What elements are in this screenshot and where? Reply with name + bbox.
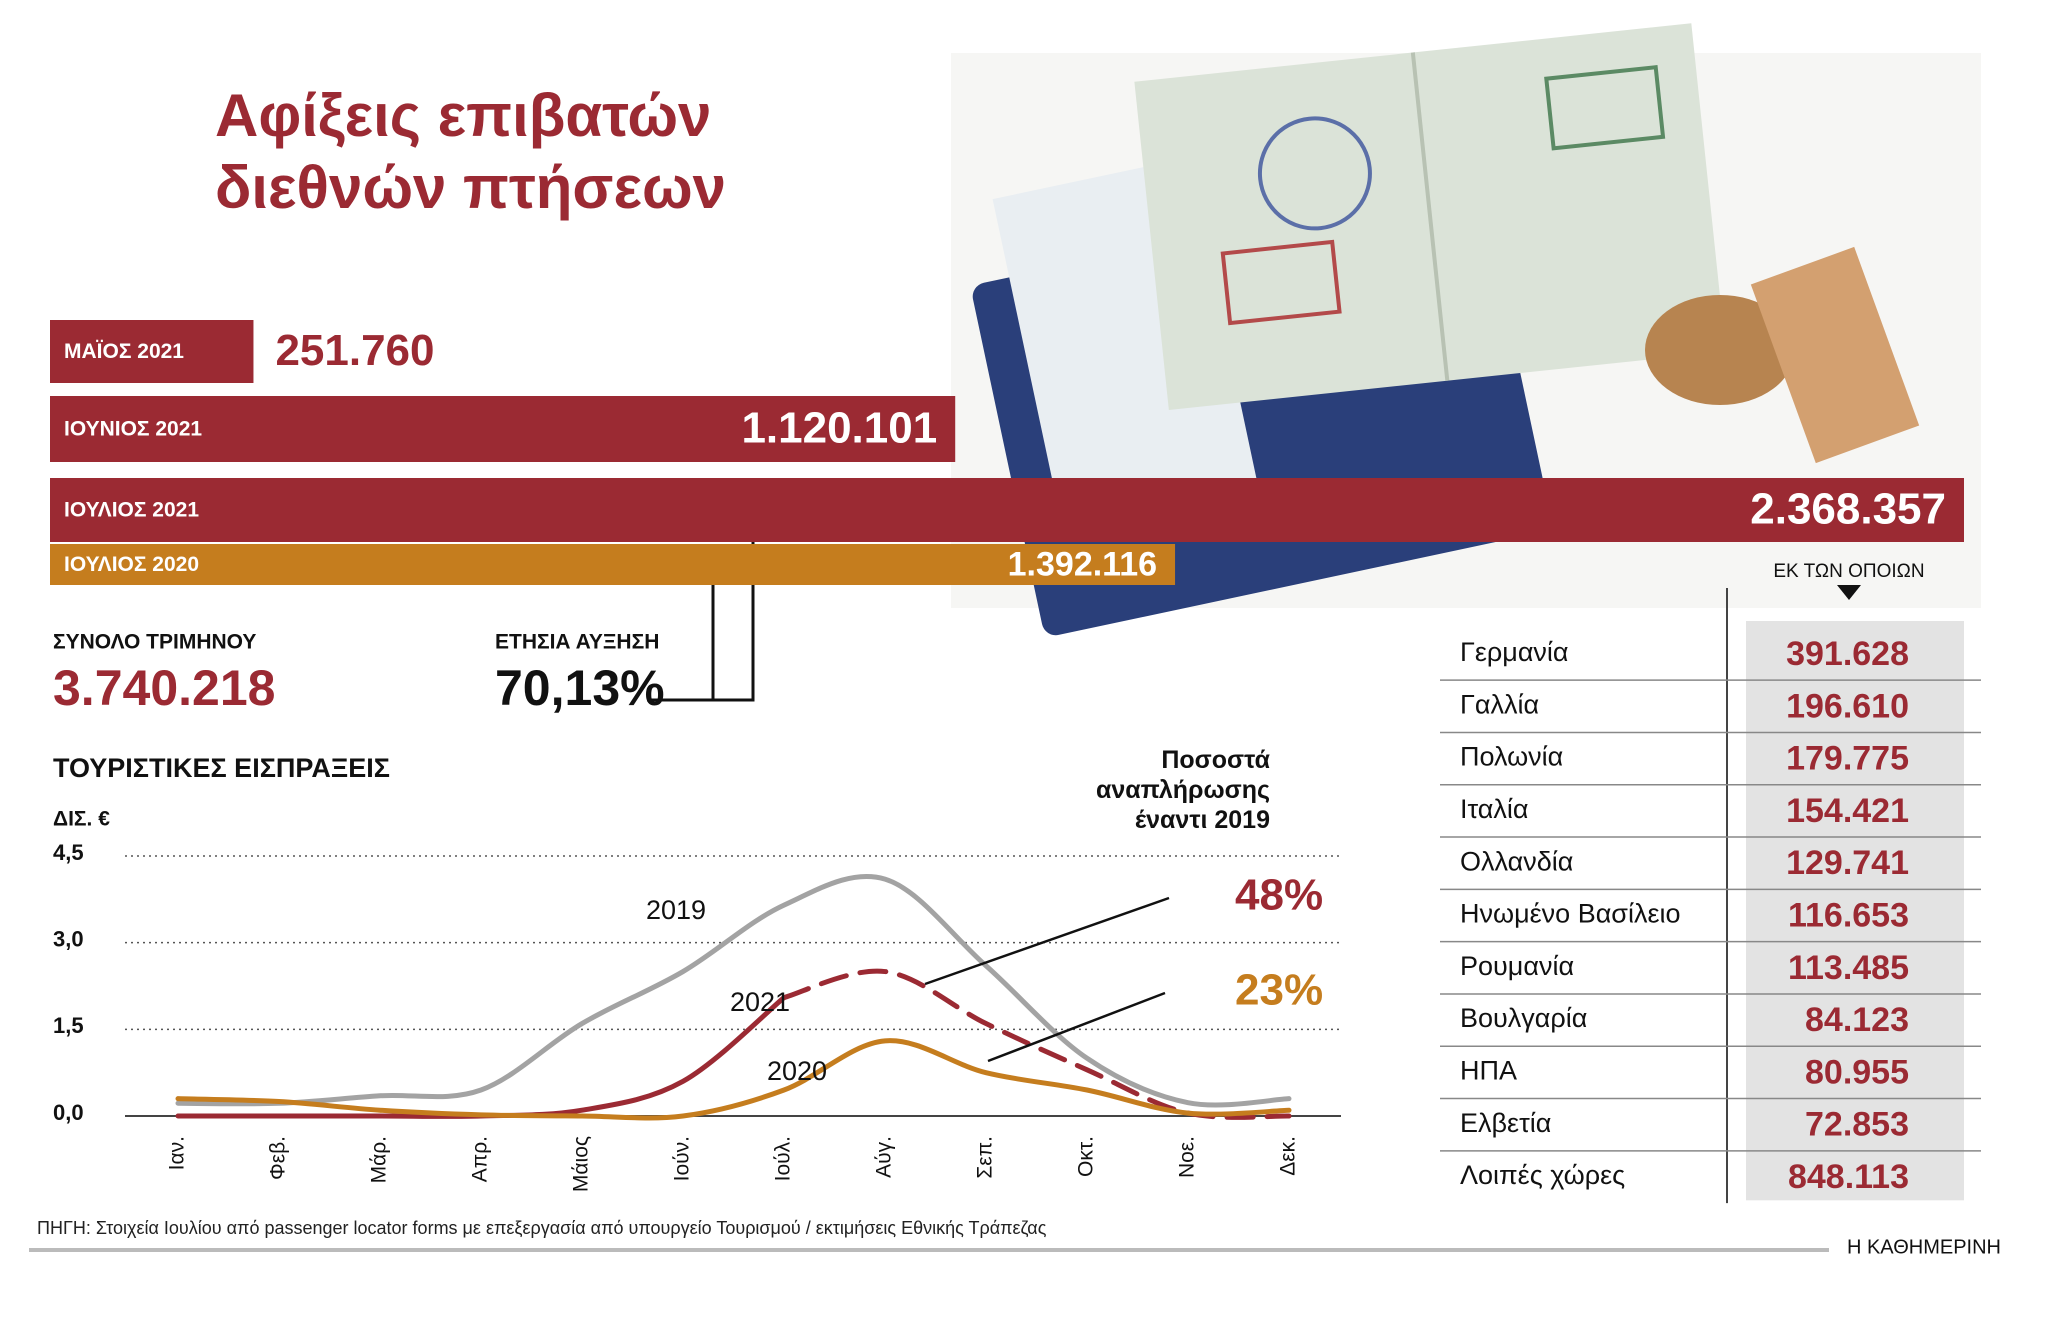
country-name: Γερμανία: [1460, 637, 1569, 667]
y-tick-label: 1,5: [53, 1013, 84, 1038]
title-box: Αφίξεις επιβατών διεθνών πτήσεων: [215, 82, 726, 221]
value-label: 1.120.101: [741, 404, 937, 453]
line-chart: ΤΟΥΡΙΣΤΙΚΕΣ ΕΙΣΠΡΑΞΕΙΣ ΔΙΣ. € 0,0 1,5 3,0 4,5…: [53, 753, 1341, 1192]
recovery-label: 23%: [1235, 966, 1323, 1015]
stamp-ink: [1544, 65, 1666, 151]
brand: Η ΚΑΘΗΜΕΡΙΝΗ: [1847, 1236, 2001, 1258]
x-tick-label: Ιούν.: [671, 1136, 694, 1181]
country-value: 129.741: [1786, 844, 1909, 882]
stamp-ink: [1220, 239, 1342, 326]
country-value: 84.123: [1805, 1001, 1909, 1039]
country-name: Γαλλία: [1460, 689, 1539, 719]
country-value: 196.610: [1786, 687, 1909, 725]
highlight-label: ΕΤΗΣΙΑ ΑΥΞΗΣΗ: [495, 631, 659, 654]
country-value: 391.628: [1786, 635, 1909, 673]
country-value: 848.113: [1788, 1158, 1909, 1196]
highlights: ΣΥΝΟΛΟ ΤΡΙΜΗΝΟΥ 3.740.218 ΕΤΗΣΙΑ ΑΥΞΗΣΗ 70,…: [53, 631, 665, 717]
country-value: 154.421: [1786, 792, 1909, 830]
country-name: Ρουμανία: [1460, 951, 1574, 981]
x-tick-label: Ιούλ.: [772, 1136, 795, 1181]
value-label: 1.392.116: [1008, 545, 1157, 583]
bar-label: ΙΟΥΛΙΟΣ 2020: [64, 553, 199, 576]
fold: [1410, 52, 1450, 381]
country-table: ΕΚ ΤΩΝ ΟΠΟΙΩΝ Γερμανία 391.628 Γαλλία 196.61…: [1440, 561, 1981, 1204]
x-tick-label: Μάρ.: [368, 1136, 391, 1183]
recovery-title: Ποσοστά αναπλήρωσης έναντι 2019: [1096, 746, 1270, 834]
series-label: 2020: [767, 1056, 827, 1086]
bar: [50, 396, 956, 462]
series-label: 2021: [730, 987, 790, 1017]
table-header: ΕΚ ΤΩΝ ΟΠΟΙΩΝ: [1773, 561, 1924, 582]
recovery-label: 48%: [1235, 871, 1323, 920]
value-label: 251.760: [275, 326, 434, 375]
pointer-line: [924, 896, 1170, 986]
bar: [50, 320, 254, 383]
passport-open: [1134, 23, 1726, 410]
stamp-ink: [1257, 116, 1372, 231]
title: Αφίξεις επιβατών διεθνών πτήσεων: [215, 82, 726, 221]
country-value: 113.485: [1788, 949, 1909, 987]
x-tick-label: Απρ.: [469, 1136, 492, 1182]
x-tick-label: Οκτ.: [1075, 1136, 1098, 1177]
series-label: 2019: [646, 895, 706, 925]
x-tick-label: Αύγ.: [873, 1136, 896, 1178]
country-value: 72.853: [1805, 1106, 1909, 1144]
country-name: Ηνωμένο Βασίλειο: [1460, 899, 1681, 929]
bar: [50, 544, 1176, 585]
source: ΠΗΓΗ: Στοιχεία Ιουλίου από passenger loc…: [37, 1218, 1047, 1238]
pointer-line: [987, 991, 1166, 1063]
country-name: Βουλγαρία: [1460, 1003, 1587, 1033]
stamp-block: [1750, 246, 1920, 464]
y-axis-label: ΔΙΣ. €: [53, 808, 110, 831]
value-column-bg: [1746, 621, 1964, 1201]
bar-label: ΜΑΪΟΣ 2021: [64, 340, 184, 363]
y-tick-label: 0,0: [53, 1100, 84, 1125]
bar: [50, 478, 1964, 542]
chart-title: ΤΟΥΡΙΣΤΙΚΕΣ ΕΙΣΠΡΑΞΕΙΣ: [53, 753, 390, 783]
country-name: Ολλανδία: [1460, 846, 1573, 876]
highlight-value: 70,13%: [495, 660, 665, 716]
stamp-handle: [1645, 295, 1795, 405]
recovery-title-box: Ποσοστά αναπλήρωσης έναντι 2019: [1096, 746, 1270, 834]
country-value: 80.955: [1805, 1053, 1909, 1091]
bar-label: ΙΟΥΝΙΟΣ 2021: [64, 418, 202, 441]
x-tick-label: Νοε.: [1176, 1136, 1199, 1178]
x-tick-label: Φεβ.: [267, 1136, 290, 1180]
series-line: [175, 873, 1292, 1108]
country-value: 179.775: [1786, 740, 1909, 778]
series-line: [175, 1038, 1292, 1121]
country-value: 116.653: [1788, 896, 1909, 934]
country-name: Πολωνία: [1460, 742, 1563, 772]
header-arrow: [1837, 585, 1861, 600]
highlight-value: 3.740.218: [53, 660, 275, 716]
value-label: 2.368.357: [1750, 485, 1946, 534]
country-name: Ιταλία: [1460, 794, 1529, 824]
x-tick-label: Μάιος: [570, 1136, 593, 1192]
country-name: ΗΠΑ: [1460, 1056, 1517, 1086]
bar-chart: ΜΑΪΟΣ 2021 251.760 ΙΟΥΝΙΟΣ 2021 1.120.101 ΙΟ…: [50, 320, 1964, 585]
country-name: Ελβετία: [1460, 1108, 1551, 1138]
x-tick-label: Δεκ.: [1277, 1136, 1300, 1176]
y-tick-label: 3,0: [53, 926, 84, 951]
y-tick-label: 4,5: [53, 840, 84, 865]
highlight-label: ΣΥΝΟΛΟ ΤΡΙΜΗΝΟΥ: [53, 631, 256, 654]
x-tick-label: Ιαν.: [166, 1136, 189, 1170]
x-tick-label: Σεπ.: [974, 1136, 997, 1179]
series-line: [781, 968, 1292, 1120]
country-name: Λοιπές χώρες: [1460, 1160, 1625, 1190]
bar-label: ΙΟΥΛΙΟΣ 2021: [64, 499, 199, 522]
